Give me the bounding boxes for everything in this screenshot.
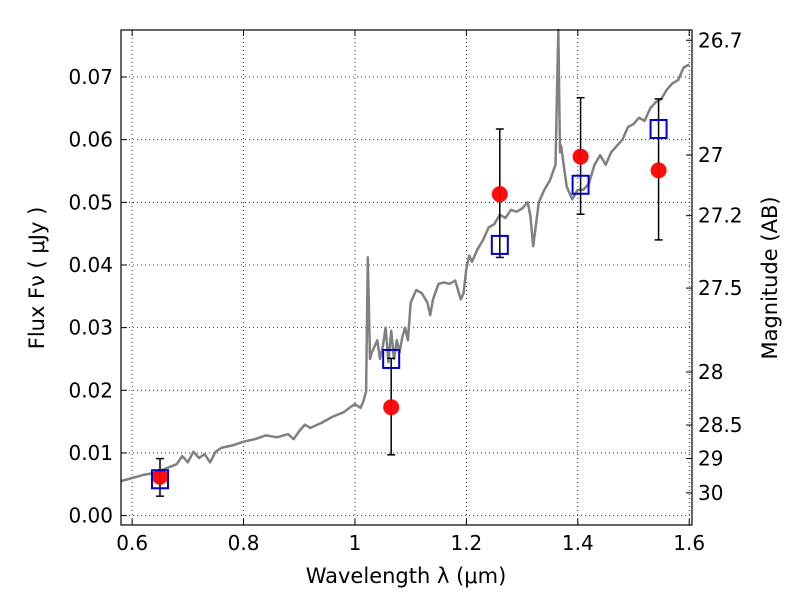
mag-tick-label: 28 — [698, 360, 723, 384]
spectrum-line — [120, 28, 690, 483]
model-point — [490, 234, 509, 255]
x-axis-label: Wavelength λ (μm) — [306, 564, 507, 588]
x-tick-label: 1.2 — [450, 531, 482, 555]
x-tick-label: 1 — [349, 531, 362, 555]
y-tick-label: 0.04 — [68, 253, 113, 277]
model-point — [150, 469, 169, 490]
plot-frame — [120, 29, 693, 526]
y-tick-label: 0.06 — [68, 128, 113, 152]
mag-tick-label: 26.7 — [698, 28, 743, 52]
observed-point — [383, 399, 400, 416]
y-tick-label: 0.01 — [68, 441, 113, 465]
right-y-axis-label: Magnitude (AB) — [758, 196, 782, 359]
x-tick-label: 0.6 — [116, 531, 148, 555]
spectrum-layer — [120, 28, 690, 483]
y-tick-label: 0.07 — [68, 65, 113, 89]
model-point — [382, 348, 401, 369]
y-tick-label: 0.05 — [68, 190, 113, 214]
y-tick-label: 0.03 — [68, 316, 113, 340]
y-axis-label: Flux Fν ( μJy ) — [25, 207, 49, 350]
mag-tick-label: 27.2 — [698, 204, 743, 228]
mag-tick-label: 28.5 — [698, 413, 743, 437]
model-point — [571, 174, 590, 195]
mag-tick-label: 27 — [698, 143, 723, 167]
mag-tick-label: 30 — [698, 481, 723, 505]
observed-point — [650, 162, 667, 179]
axis-ticks: 0.6 0.8 1 1.2 1.4 1.6 0.00 0.01 0.02 0.03 0.04 0.05… — [68, 28, 742, 555]
x-tick-label: 1.4 — [562, 531, 594, 555]
observed-point — [151, 468, 168, 485]
x-tick-label: 1.6 — [673, 531, 705, 555]
observed-point — [491, 186, 508, 203]
x-tick-label: 0.8 — [228, 531, 260, 555]
y-tick-label: 0.02 — [68, 378, 113, 402]
observed-point — [572, 148, 589, 165]
y-tick-label: 0.00 — [68, 504, 113, 528]
markers-layer — [150, 119, 668, 490]
mag-tick-label: 27.5 — [698, 276, 743, 300]
mag-tick-label: 29 — [698, 446, 723, 470]
model-point — [649, 119, 668, 139]
